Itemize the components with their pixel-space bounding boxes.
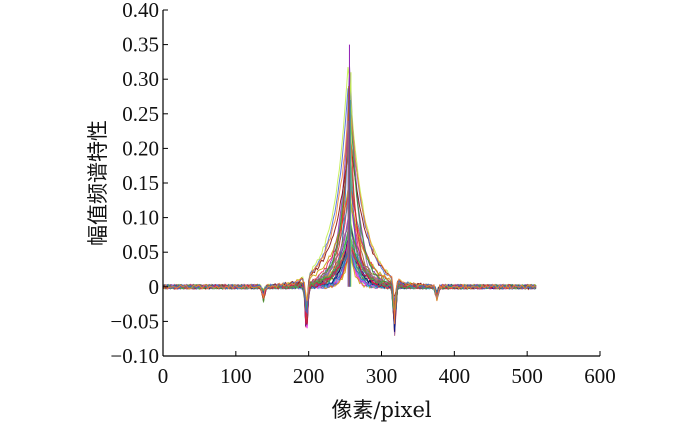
x-tick-label: 500 bbox=[511, 364, 543, 388]
y-tick-label: 0.40 bbox=[122, 0, 159, 22]
x-tick-label: 600 bbox=[584, 364, 616, 388]
ticks-layer: 0 100 200 300 400 500 600 −0.10 −0.05 0 0.05 0.10 0.… bbox=[110, 0, 615, 388]
y-tick-label: 0 bbox=[149, 275, 160, 299]
x-tick-label: 100 bbox=[220, 364, 252, 388]
axes-layer bbox=[162, 10, 600, 357]
y-tick-label: 0.30 bbox=[122, 67, 159, 91]
y-tick-label: 0.35 bbox=[122, 33, 159, 57]
y-tick-label: 0.15 bbox=[122, 171, 159, 195]
x-tick-label: 200 bbox=[293, 364, 325, 388]
series-layer bbox=[162, 44, 537, 336]
y-tick-label: 0.10 bbox=[122, 206, 159, 230]
y-tick-label: −0.10 bbox=[110, 344, 159, 368]
x-tick-label: 0 bbox=[158, 364, 169, 388]
x-axis-title: 像素/pixel bbox=[331, 398, 432, 422]
y-axis-title: 幅值频谱特性 bbox=[86, 120, 110, 246]
y-tick-label: 0.20 bbox=[122, 136, 159, 160]
x-tick-label: 300 bbox=[366, 364, 398, 388]
y-tick-label: 0.25 bbox=[122, 102, 159, 126]
x-tick-label: 400 bbox=[439, 364, 471, 388]
y-tick-label: 0.05 bbox=[122, 240, 159, 264]
y-tick-label: −0.05 bbox=[110, 309, 159, 333]
